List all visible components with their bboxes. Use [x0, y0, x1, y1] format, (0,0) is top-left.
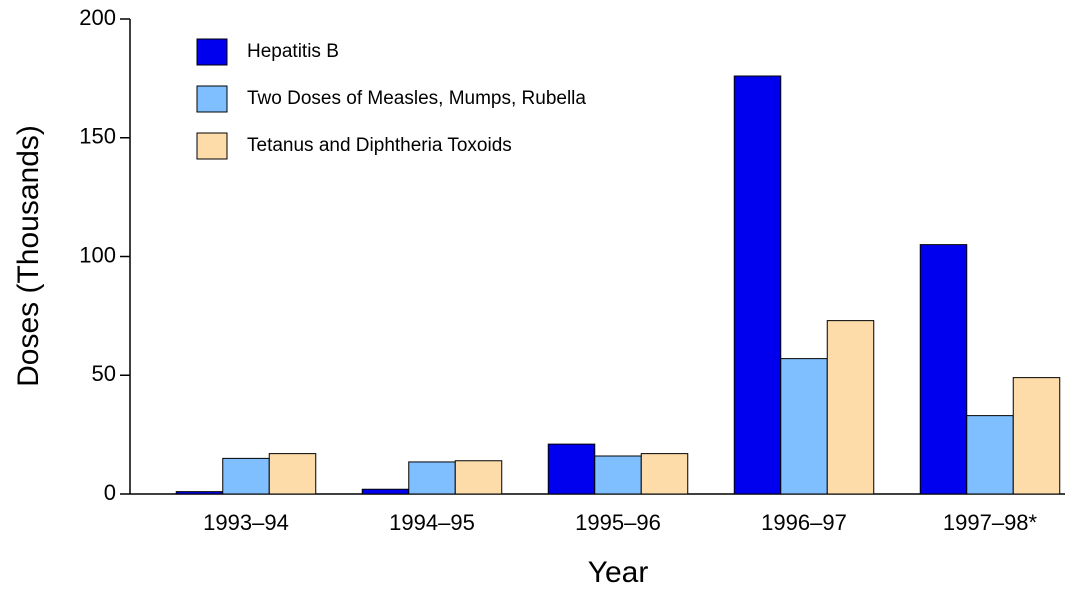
bar	[780, 358, 828, 495]
y-tick-label: 150	[79, 124, 116, 149]
x-tick-label: 1996–97	[761, 510, 847, 535]
bar	[175, 491, 224, 495]
y-tick-label: 200	[79, 5, 116, 30]
bar	[361, 488, 410, 495]
x-tick-label: 1995–96	[575, 510, 661, 535]
y-tick-label: 50	[92, 361, 116, 386]
y-axis-title: Doses (Thousands)	[12, 125, 45, 387]
legend-swatch	[196, 38, 228, 66]
bar	[826, 320, 875, 495]
y-tick-label: 0	[104, 480, 116, 505]
legend-swatch	[196, 132, 228, 160]
bar	[733, 75, 782, 495]
bar	[408, 461, 456, 495]
bar	[454, 460, 503, 495]
bar	[919, 244, 968, 495]
x-tick-label: 1994–95	[389, 510, 475, 535]
legend-label: Tetanus and Diphtheria Toxoids	[247, 135, 512, 156]
x-tick-label: 1993–94	[203, 510, 289, 535]
bar	[547, 443, 596, 495]
bar	[966, 415, 1014, 495]
y-tick-label: 100	[79, 242, 116, 267]
bar	[640, 453, 689, 495]
bar	[1012, 377, 1061, 495]
legend-label: Two Doses of Measles, Mumps, Rubella	[247, 88, 586, 109]
legend-label: Hepatitis B	[247, 41, 339, 62]
bar	[594, 455, 642, 495]
legend-swatch	[196, 85, 228, 113]
bar	[268, 453, 317, 495]
bar	[222, 457, 270, 495]
x-axis-title: Year	[588, 556, 649, 589]
x-tick-label: 1997–98*	[943, 510, 1038, 535]
